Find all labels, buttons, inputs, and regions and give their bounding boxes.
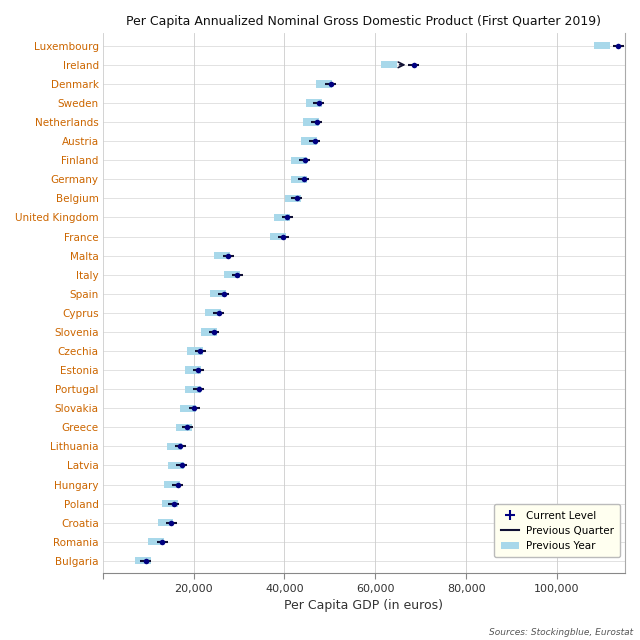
- Legend: Current Level, Previous Quarter, Previous Year: Current Level, Previous Quarter, Previou…: [494, 504, 620, 557]
- Bar: [148, 538, 164, 545]
- Bar: [157, 519, 173, 526]
- Bar: [185, 385, 201, 393]
- Bar: [210, 290, 226, 298]
- Text: Sources: Stockingblue, Eurostat: Sources: Stockingblue, Eurostat: [490, 628, 634, 637]
- Bar: [303, 118, 319, 125]
- Bar: [185, 367, 201, 374]
- Title: Per Capita Annualized Nominal Gross Domestic Product (First Quarter 2019): Per Capita Annualized Nominal Gross Dome…: [126, 15, 602, 28]
- Bar: [224, 271, 240, 278]
- Bar: [381, 61, 397, 68]
- Bar: [306, 99, 322, 107]
- X-axis label: Per Capita GDP (in euros): Per Capita GDP (in euros): [284, 599, 444, 612]
- Bar: [135, 557, 150, 564]
- Bar: [201, 328, 216, 335]
- Bar: [316, 80, 332, 88]
- Bar: [180, 404, 196, 412]
- Bar: [164, 481, 180, 488]
- Bar: [291, 175, 307, 183]
- Bar: [291, 157, 307, 164]
- Bar: [214, 252, 230, 259]
- Bar: [595, 42, 611, 49]
- Bar: [175, 424, 191, 431]
- Bar: [168, 462, 184, 469]
- Bar: [205, 309, 221, 316]
- Bar: [187, 348, 203, 355]
- Bar: [166, 443, 182, 450]
- Bar: [285, 195, 301, 202]
- Bar: [301, 138, 317, 145]
- Bar: [162, 500, 178, 508]
- Bar: [269, 233, 285, 240]
- Bar: [274, 214, 290, 221]
